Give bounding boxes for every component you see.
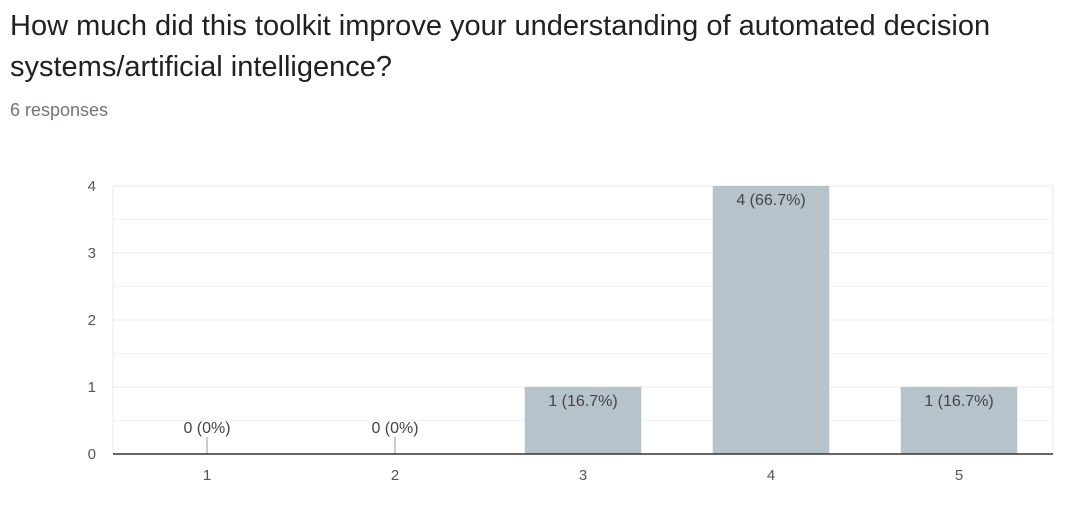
chart-y-tick-label: 1 (88, 379, 96, 396)
response-count: 6 responses (10, 100, 109, 120)
chart-data-label: 0 (0%) (183, 420, 230, 437)
chart-y-tick-label: 0 (88, 446, 96, 463)
chart-data-label: 1 (16.7%) (924, 393, 993, 410)
chart-bar (524, 387, 642, 454)
chart-y-tick-label: 2 (88, 312, 96, 329)
chart-bar (900, 387, 1018, 454)
chart-x-tick-label: 5 (955, 467, 963, 484)
chart-data-label: 4 (66.7%) (736, 192, 805, 209)
chart-x-tick-labels: 1 2 3 4 5 (203, 467, 963, 484)
chart-y-tick-labels: 0 1 2 3 4 (88, 178, 96, 463)
chart-bars (206, 186, 1018, 454)
chart-x-tick-label: 4 (767, 467, 775, 484)
chart-y-tick-label: 4 (88, 178, 96, 195)
chart-data-label: 0 (0%) (371, 420, 418, 437)
question-title: How much did this toolkit improve your u… (10, 10, 991, 83)
chart-data-labels: 0 (0%) 0 (0%) 1 (16.7%) 4 (66.7%) 1 (16.7%) (183, 192, 993, 437)
chart-data-label: 1 (16.7%) (548, 393, 617, 410)
chart-x-tick-label: 1 (203, 467, 211, 484)
chart-y-tick-label: 3 (88, 245, 96, 262)
chart-x-tick-label: 3 (579, 467, 587, 484)
chart-x-tick-label: 2 (391, 467, 399, 484)
chart-bar (712, 186, 830, 454)
